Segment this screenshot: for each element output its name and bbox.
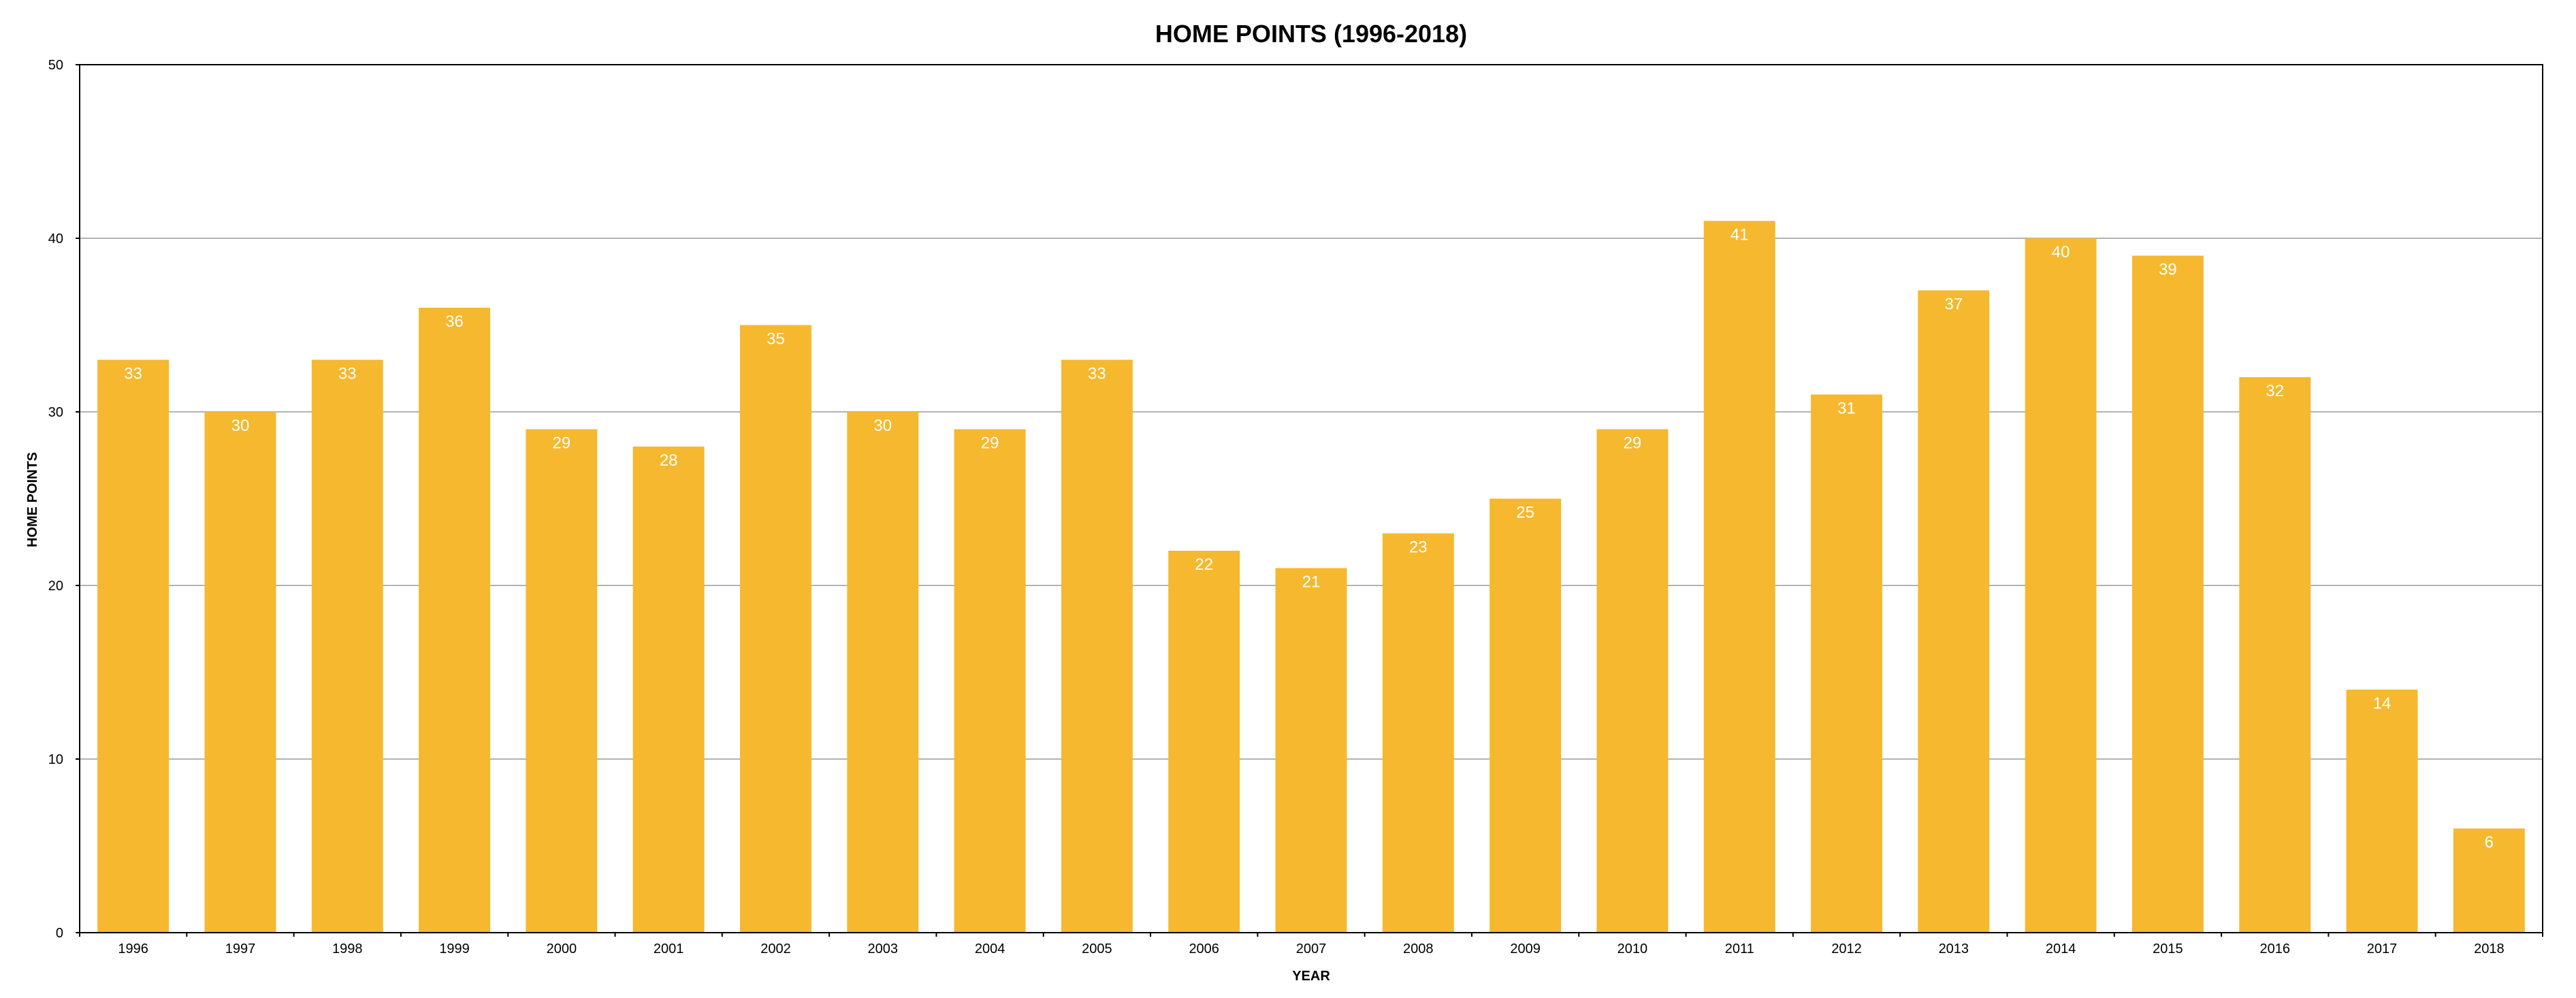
bar [2131, 255, 2204, 933]
data-label: 33 [338, 365, 357, 383]
data-label: 37 [1944, 295, 1963, 314]
bar [1061, 359, 1133, 933]
x-tick-label: 2008 [1403, 941, 1434, 956]
x-tick-label: 1996 [118, 941, 148, 956]
data-label: 30 [873, 417, 892, 435]
data-label: 29 [553, 434, 571, 453]
bar [311, 359, 383, 933]
x-tick-label: 2013 [1939, 941, 1969, 956]
data-label: 21 [1302, 573, 1321, 592]
data-label: 36 [445, 312, 464, 331]
bar [2239, 377, 2311, 933]
x-tick-label: 2017 [2367, 941, 2398, 956]
x-tick-label: 2014 [2046, 941, 2076, 956]
bar [1382, 533, 1454, 933]
x-tick-label: 2006 [1189, 941, 1219, 956]
bar [204, 412, 276, 933]
x-tick-label: 2007 [1296, 941, 1327, 956]
bar [2453, 828, 2525, 933]
data-label: 25 [1516, 504, 1534, 522]
bar [2346, 690, 2418, 933]
bar [740, 325, 811, 933]
x-tick-label: 2005 [1082, 941, 1112, 956]
x-tick-label: 2009 [1510, 941, 1541, 956]
bar [1811, 394, 1882, 933]
x-axis-label: YEAR [1292, 969, 1330, 984]
x-tick-label: 2000 [547, 941, 577, 956]
bar [419, 308, 491, 933]
data-label: 40 [2052, 243, 2070, 261]
bar [847, 412, 919, 933]
data-label: 39 [2159, 261, 2177, 279]
data-label: 28 [660, 451, 678, 470]
data-label: 22 [1195, 556, 1213, 574]
x-tick-label: 1998 [332, 941, 363, 956]
y-tick-label: 30 [48, 405, 63, 420]
x-tick-label: 2011 [1725, 941, 1754, 956]
x-tick-label: 1997 [225, 941, 256, 956]
y-axis-ticks: 0 10 20 30 40 50 [48, 58, 80, 941]
data-label: 14 [2373, 694, 2392, 713]
y-tick-label: 10 [48, 752, 63, 767]
data-label: 41 [1730, 226, 1749, 244]
data-label: 32 [2266, 382, 2284, 400]
bar [2025, 238, 2097, 933]
bars: 33 30 33 36 29 28 35 30 29 33 22 21 23 25 29 41 31 37 40 39… [97, 221, 2525, 933]
bar [526, 429, 598, 933]
bar [1275, 568, 1347, 933]
x-tick-label: 2015 [2153, 941, 2183, 956]
data-label: 35 [767, 330, 785, 349]
x-tick-label: 2016 [2259, 941, 2290, 956]
bar [1703, 221, 1775, 933]
chart-title: HOME POINTS (1996-2018) [1155, 20, 1467, 48]
y-tick-label: 0 [56, 926, 63, 941]
x-tick-label: 2002 [760, 941, 791, 956]
bar [954, 429, 1026, 933]
x-tick-label: 2004 [975, 941, 1005, 956]
bar [1490, 498, 1562, 933]
data-label: 23 [1409, 538, 1428, 557]
x-tick-label: 1999 [439, 941, 470, 956]
data-label: 30 [231, 417, 250, 435]
data-label: 29 [981, 434, 999, 453]
data-label: 6 [2485, 833, 2494, 852]
bar [632, 447, 705, 933]
y-tick-label: 40 [48, 231, 63, 246]
bar [1596, 429, 1669, 933]
x-tick-label: 2001 [654, 941, 684, 956]
bar [1168, 551, 1240, 933]
y-tick-label: 50 [48, 58, 63, 73]
x-tick-label: 2018 [2474, 941, 2505, 956]
data-label: 33 [124, 365, 142, 383]
y-axis-label: HOME POINTS [25, 452, 40, 547]
y-tick-label: 20 [48, 579, 63, 594]
x-axis-ticks: 1996 1997 1998 1999 2000 2001 2002 2003 2004 2005… [79, 933, 2543, 956]
bar [1918, 290, 1990, 933]
x-tick-label: 2010 [1617, 941, 1648, 956]
data-label: 33 [1088, 365, 1106, 383]
data-label: 31 [1837, 400, 1856, 418]
x-tick-label: 2012 [1831, 941, 1862, 956]
bar [97, 359, 170, 933]
plot-frame [79, 64, 2543, 933]
x-tick-label: 2003 [868, 941, 899, 956]
data-label: 29 [1624, 434, 1642, 453]
